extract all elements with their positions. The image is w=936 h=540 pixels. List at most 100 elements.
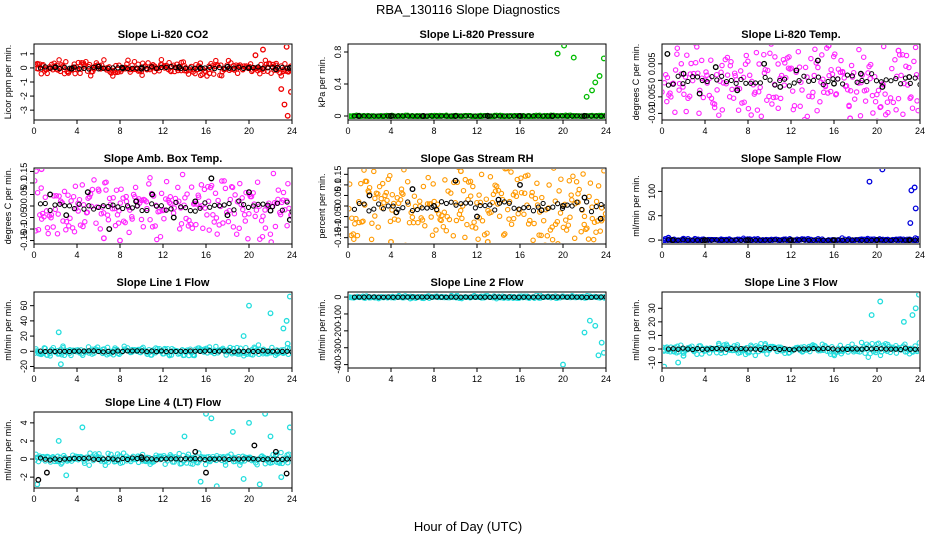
data-point	[539, 194, 545, 201]
y-tick-label: 0.1	[333, 179, 343, 192]
baseline-point	[796, 237, 802, 243]
baseline-point	[588, 113, 595, 119]
data-point	[910, 33, 914, 37]
data-point	[50, 224, 56, 230]
y-tick-label: -0.005	[647, 84, 657, 110]
data-point	[500, 232, 507, 238]
data-point	[851, 96, 858, 102]
data-point	[368, 236, 375, 243]
baseline-point	[289, 64, 291, 70]
data-point	[214, 231, 220, 237]
data-point	[378, 195, 384, 202]
data-point	[683, 108, 689, 115]
black-point	[138, 454, 145, 461]
data-point	[204, 212, 210, 218]
x-tick-label: 4	[74, 126, 79, 136]
data-point	[724, 54, 731, 61]
baseline-point	[47, 65, 53, 71]
data-point	[230, 224, 237, 230]
baseline-point	[917, 237, 919, 243]
baseline-point	[448, 294, 454, 300]
data-point	[806, 93, 812, 100]
baseline-point	[226, 200, 232, 207]
data-point	[438, 217, 444, 224]
baseline-point	[182, 205, 189, 211]
baseline-point	[757, 237, 763, 243]
outlier-point	[203, 413, 209, 417]
x-tick-label: 8	[117, 374, 122, 384]
baseline-point	[690, 237, 696, 243]
baseline-point	[690, 74, 696, 80]
data-point	[589, 204, 595, 210]
baseline-point	[694, 74, 701, 80]
baseline-point	[840, 237, 846, 243]
data-point	[675, 349, 682, 355]
data-point	[262, 225, 269, 231]
baseline-point	[265, 65, 271, 71]
data-point	[157, 233, 164, 240]
data-point	[122, 219, 128, 226]
data-point	[35, 228, 39, 234]
baseline-point	[719, 73, 725, 79]
data-point	[521, 190, 528, 197]
y-tick-label: 0.4	[333, 78, 343, 91]
plot-frame	[347, 43, 607, 121]
baseline-point	[52, 456, 58, 462]
y-axis-label: ml/min per min.	[3, 299, 13, 361]
y-tick-label: -0.1	[333, 219, 343, 235]
data-point	[708, 57, 714, 63]
data-point	[817, 99, 823, 105]
outlier-point	[581, 329, 588, 336]
data-point	[789, 88, 796, 94]
baseline-point	[124, 66, 131, 72]
baseline-point	[366, 294, 372, 300]
data-point	[267, 231, 274, 237]
black-point	[906, 237, 913, 243]
y-tick-label: 20	[647, 317, 657, 327]
y-tick-label: -300	[333, 339, 343, 357]
x-tick-label: 16	[515, 374, 525, 384]
baseline-point	[414, 206, 420, 213]
data-point	[212, 190, 219, 197]
baseline-point	[907, 80, 913, 86]
marker-group	[349, 45, 605, 119]
y-tick-label: -0.05	[19, 207, 29, 228]
data-point	[254, 179, 261, 185]
data-point	[262, 207, 268, 213]
baseline-point	[492, 294, 498, 300]
data-point	[700, 94, 707, 101]
baseline-point	[163, 348, 169, 355]
data-point	[106, 195, 113, 202]
data-point	[161, 215, 167, 222]
baseline-point	[767, 77, 773, 83]
data-point	[474, 199, 480, 206]
data-point	[903, 52, 910, 59]
baseline-point	[873, 78, 880, 84]
baseline-point	[380, 294, 387, 300]
black-point	[246, 189, 252, 196]
outlier-point	[246, 419, 252, 426]
data-point	[415, 219, 421, 226]
data-point	[258, 217, 265, 224]
baseline-point	[163, 64, 169, 70]
y-tick-label: 20	[19, 331, 29, 341]
data-point	[81, 460, 88, 467]
marker-group	[349, 169, 605, 243]
data-point	[371, 169, 377, 175]
data-point	[60, 218, 66, 224]
data-point	[799, 87, 805, 93]
baseline-point	[902, 345, 909, 351]
baseline-point	[448, 199, 454, 205]
data-point	[854, 39, 858, 43]
baseline-point	[100, 203, 106, 209]
baseline-point	[728, 345, 734, 352]
chart-panel: Slope Li-820 Temp. degrees C per min. 0 4 8 1…	[631, 29, 925, 136]
outlier-point	[256, 481, 263, 487]
data-point	[878, 104, 884, 110]
data-point	[502, 169, 508, 172]
black-point	[267, 207, 274, 214]
outlier-point	[600, 55, 605, 62]
baseline-point	[709, 74, 715, 80]
data-point	[681, 91, 687, 98]
data-point	[745, 105, 752, 112]
